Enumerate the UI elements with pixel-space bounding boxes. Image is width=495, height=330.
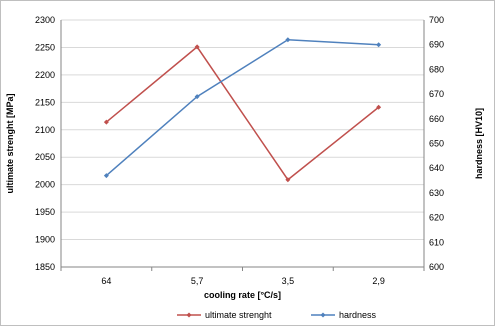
x-axis-ticks: 64 5,7 3,5 2,9 xyxy=(101,276,385,286)
left-tick-label: 2100 xyxy=(35,125,55,135)
series-layer xyxy=(103,37,382,183)
left-tick-label: 1900 xyxy=(35,235,55,245)
left-axis-ticks: 1850 1900 1950 2000 2050 2100 2150 2200 2250 2300 xyxy=(35,15,55,272)
legend-label: ultimate strenght xyxy=(205,310,272,320)
right-tick-label: 700 xyxy=(429,15,444,25)
left-axis-title: ultimate strenght [MPa] xyxy=(5,93,15,193)
right-tick-label: 670 xyxy=(429,89,444,99)
x-tick-label: 5,7 xyxy=(191,276,204,286)
data-point xyxy=(376,42,382,48)
left-tick-label: 2300 xyxy=(35,15,55,25)
x-axis-title: cooling rate [°C/s] xyxy=(204,290,281,300)
left-tick-label: 2150 xyxy=(35,97,55,107)
right-tick-label: 640 xyxy=(429,163,444,173)
data-point xyxy=(285,177,291,183)
data-point xyxy=(376,104,382,110)
left-tick-label: 2250 xyxy=(35,42,55,52)
left-tick-label: 1950 xyxy=(35,207,55,217)
right-tick-label: 680 xyxy=(429,64,444,74)
right-tick-label: 610 xyxy=(429,237,444,247)
series-line xyxy=(105,45,380,181)
right-tick-label: 650 xyxy=(429,139,444,149)
x-tick-label: 2,9 xyxy=(372,276,385,286)
line-chart: 1850 1900 1950 2000 2050 2100 2150 2200 2250 2300… xyxy=(5,15,484,320)
right-axis-title: hardness [HV10] xyxy=(474,108,484,179)
data-point xyxy=(194,94,200,100)
right-axis-ticks: 600 610 620 630 640 650 660 670 680 690 700 xyxy=(429,15,444,272)
right-tick-label: 690 xyxy=(429,40,444,50)
x-tick-label: 64 xyxy=(101,276,111,286)
legend-label: hardness xyxy=(339,310,377,320)
data-point xyxy=(194,44,200,50)
left-tick-label: 2000 xyxy=(35,180,55,190)
axes xyxy=(60,20,425,271)
left-tick-label: 2200 xyxy=(35,70,55,80)
gridlines xyxy=(61,19,424,241)
legend-marker xyxy=(320,312,326,318)
right-tick-label: 600 xyxy=(429,262,444,272)
right-tick-label: 630 xyxy=(429,188,444,198)
data-point xyxy=(103,119,109,125)
legend-marker xyxy=(186,312,192,318)
right-tick-label: 660 xyxy=(429,114,444,124)
left-tick-label: 1850 xyxy=(35,262,55,272)
data-point xyxy=(103,173,109,179)
right-tick-label: 620 xyxy=(429,213,444,223)
legend: ultimate strenght hardness xyxy=(177,310,377,320)
series-line xyxy=(105,38,379,177)
x-tick-label: 3,5 xyxy=(282,276,295,286)
left-tick-label: 2050 xyxy=(35,152,55,162)
data-point xyxy=(285,37,291,43)
